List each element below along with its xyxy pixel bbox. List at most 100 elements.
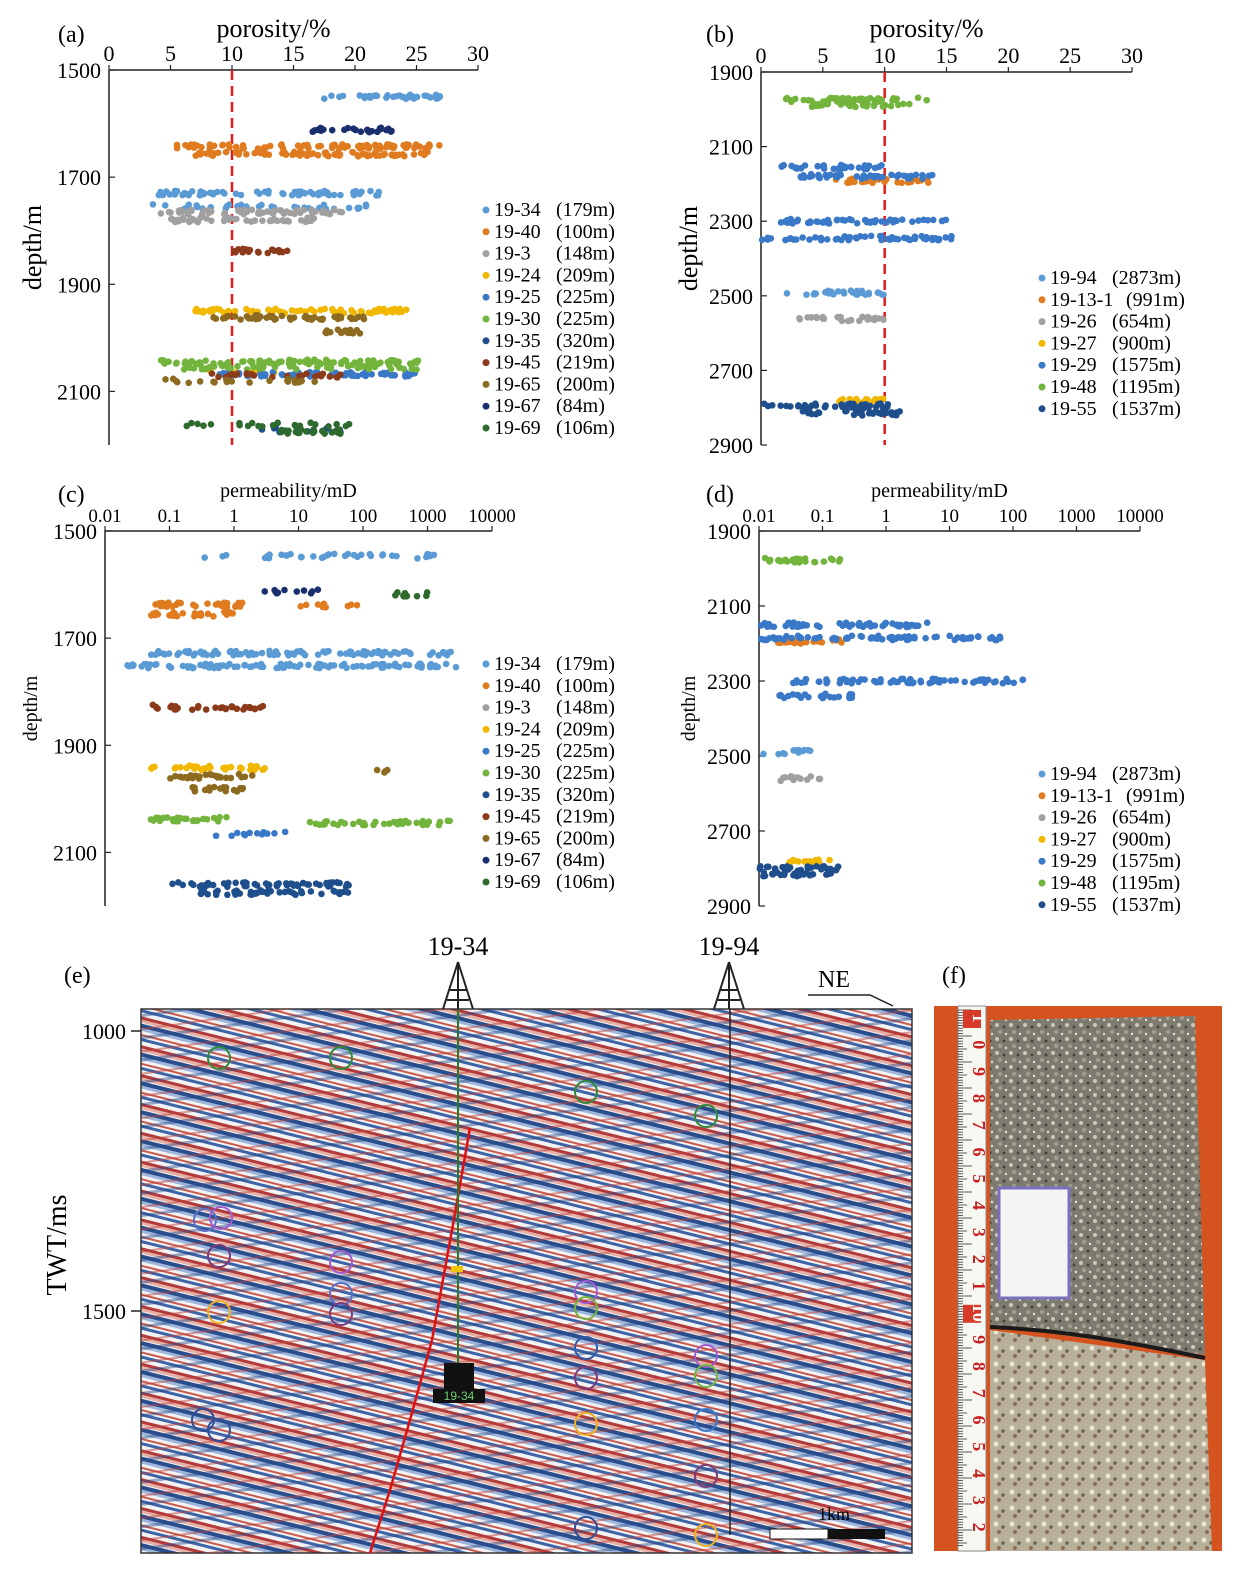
y-tick-label: 2500 bbox=[707, 744, 751, 769]
data-point-19-40 bbox=[364, 152, 371, 160]
data-point-19-34 bbox=[440, 649, 447, 656]
x-tick-label: 10000 bbox=[468, 506, 516, 527]
data-point-19-34 bbox=[261, 188, 269, 196]
data-point-19-55 bbox=[815, 409, 823, 417]
data-point-19-29 bbox=[793, 164, 801, 172]
legend-marker-19-45 bbox=[482, 359, 490, 367]
data-point-19-34 bbox=[358, 662, 366, 670]
data-point-19-35 bbox=[290, 890, 298, 897]
legend-label-19-3: 19-3 bbox=[494, 243, 531, 265]
data-point-19-30 bbox=[360, 363, 368, 370]
horizon-circle bbox=[329, 1046, 353, 1070]
legend-label-19-35: 19-35 bbox=[494, 330, 541, 352]
data-point-19-30 bbox=[219, 362, 226, 370]
data-point-19-40 bbox=[243, 150, 250, 158]
data-point-19-26 bbox=[868, 315, 875, 323]
data-point-19-35 bbox=[264, 890, 271, 897]
data-point-19-29 bbox=[875, 163, 883, 171]
data-point-19-30 bbox=[197, 361, 204, 369]
data-point-19-29 bbox=[900, 172, 908, 180]
x-tick-label: 100 bbox=[999, 506, 1028, 527]
legend-label-19-34: 19-34 bbox=[494, 199, 541, 221]
data-point-19-30 bbox=[354, 364, 362, 372]
data-point-19-69 bbox=[188, 419, 195, 427]
core-upper bbox=[990, 1016, 1205, 1355]
legend-label-19-13-1: 19-13-1 bbox=[1050, 785, 1113, 807]
legend-label-19-26: 19-26 bbox=[1050, 311, 1097, 333]
data-point-19-34 bbox=[362, 201, 370, 208]
data-point-19-29 bbox=[861, 165, 868, 173]
data-point-19-26 bbox=[875, 315, 882, 322]
data-point-19-34 bbox=[199, 651, 207, 658]
data-point-19-29 bbox=[906, 675, 914, 683]
data-point-19-55 bbox=[779, 863, 786, 871]
data-point-19-65 bbox=[231, 313, 239, 320]
legend-thickness-19-67: (84m) bbox=[556, 849, 605, 871]
data-point-19-65 bbox=[346, 314, 354, 321]
horizon-circle bbox=[207, 1300, 231, 1324]
data-point-19-30 bbox=[394, 820, 401, 828]
data-point-19-26 bbox=[796, 315, 804, 323]
data-point-19-94 bbox=[781, 750, 788, 758]
data-point-19-94 bbox=[783, 290, 791, 297]
horizon-circle bbox=[193, 1208, 217, 1232]
data-point-19-29 bbox=[867, 232, 875, 240]
data-point-19-29 bbox=[846, 692, 853, 700]
x-tick-label: 15 bbox=[936, 43, 958, 68]
data-point-19-29 bbox=[822, 171, 830, 179]
ruler-digit: 4 bbox=[969, 1201, 989, 1210]
legend-marker-19-29 bbox=[1038, 857, 1046, 865]
data-point-19-3 bbox=[165, 208, 173, 216]
y-tick-label: 2900 bbox=[707, 894, 751, 919]
data-point-19-40 bbox=[282, 151, 290, 158]
legend-marker-19-27 bbox=[1038, 835, 1046, 843]
data-point-19-48 bbox=[811, 558, 818, 566]
data-point-19-29 bbox=[783, 632, 790, 640]
data-point-19-13-1 bbox=[894, 179, 901, 186]
data-point-19-3 bbox=[305, 217, 313, 225]
data-point-19-29 bbox=[888, 234, 896, 241]
data-point-19-69 bbox=[392, 591, 399, 599]
data-point-19-34 bbox=[320, 95, 328, 102]
legend-marker-19-24 bbox=[482, 725, 490, 733]
data-point-19-45 bbox=[251, 705, 259, 713]
data-point-19-40 bbox=[192, 602, 199, 610]
y-tick-label: 2700 bbox=[707, 819, 751, 844]
x-axis-title: porosity/% bbox=[869, 14, 983, 43]
data-point-19-34 bbox=[314, 651, 322, 658]
permeability-chart-d: 0.01 0.1 1 10 100 1000 10000 1900 2100 2300 2500 27… bbox=[678, 480, 1185, 919]
data-point-19-35 bbox=[303, 880, 311, 888]
data-point-19-67 bbox=[293, 588, 301, 595]
data-point-19-65 bbox=[191, 787, 199, 795]
data-point-19-29 bbox=[914, 622, 922, 630]
x-tick-label: 0 bbox=[756, 43, 767, 68]
data-point-19-26 bbox=[807, 773, 815, 780]
data-point-19-34 bbox=[296, 661, 304, 669]
data-point-19-29 bbox=[996, 633, 1004, 640]
data-point-19-30 bbox=[223, 813, 230, 821]
data-point-19-29 bbox=[839, 162, 847, 170]
data-point-19-67 bbox=[341, 126, 348, 134]
legend-marker-19-30 bbox=[482, 769, 490, 777]
legend-label-19-45: 19-45 bbox=[494, 806, 541, 828]
twt-tick-1000: 1000 bbox=[82, 1019, 126, 1044]
ruler-digit: 6 bbox=[969, 1148, 989, 1157]
scale-bar-label: 1km bbox=[818, 1504, 850, 1524]
data-point-19-55 bbox=[760, 869, 768, 876]
data-point-19-30 bbox=[296, 358, 304, 366]
fault-line bbox=[368, 1127, 472, 1554]
data-point-19-29 bbox=[816, 174, 824, 182]
data-point-19-29 bbox=[857, 676, 865, 683]
data-point-19-13-1 bbox=[851, 178, 858, 186]
legend-marker-19-94 bbox=[1038, 770, 1046, 778]
legend-label-19-13-1: 19-13-1 bbox=[1050, 289, 1113, 311]
data-point-19-26 bbox=[808, 314, 815, 321]
data-point-19-65 bbox=[267, 313, 275, 321]
data-point-19-34 bbox=[288, 191, 296, 199]
data-point-19-40 bbox=[361, 142, 369, 150]
data-point-19-65 bbox=[266, 377, 273, 385]
data-point-19-29 bbox=[992, 636, 999, 644]
data-point-19-40 bbox=[343, 142, 350, 150]
data-point-19-65 bbox=[241, 773, 249, 781]
